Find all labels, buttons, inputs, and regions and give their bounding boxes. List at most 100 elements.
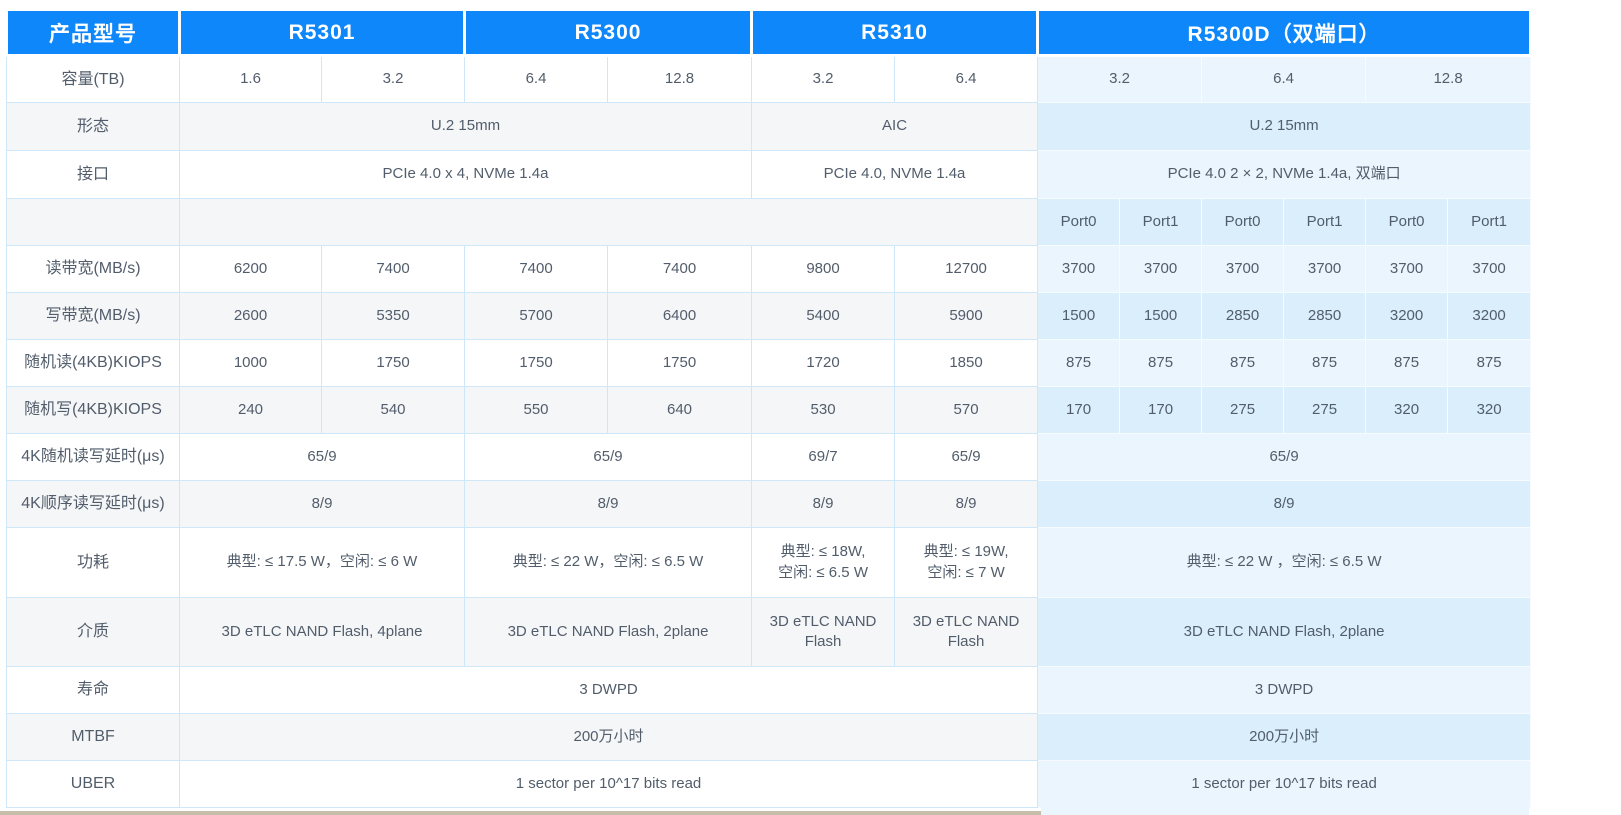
read-bw-cell: 3700 [1283, 245, 1367, 293]
rand-read-cell: 1000 [179, 339, 322, 387]
media-cell: 3D eTLC NAND Flash [751, 597, 896, 667]
rand-write-cell: 640 [607, 386, 753, 434]
rand-write-cell: 570 [894, 386, 1039, 434]
rand-write-cell: 550 [464, 386, 609, 434]
endurance-cell: 3 DWPD [1037, 666, 1532, 714]
form-factor-cell: AIC [751, 102, 1039, 151]
capacity-cell: 3.2 [1037, 55, 1203, 103]
write-bw-cell: 2600 [179, 292, 322, 340]
row-label-write-bw: 写带宽(MB/s) [6, 292, 180, 340]
port-header-cell: Port0 [1201, 198, 1285, 246]
read-bw-cell: 3700 [1447, 245, 1532, 293]
rand-read-cell: 1850 [894, 339, 1039, 387]
rand-read-cell: 875 [1201, 339, 1285, 387]
read-bw-cell: 7400 [607, 245, 753, 293]
header-product-col: 产品型号 [5, 8, 181, 57]
dual-port-column-bottom-extension [1041, 806, 1529, 815]
seq-latency-cell: 8/9 [1037, 480, 1532, 528]
write-bw-cell: 5400 [751, 292, 896, 340]
media-cell: 3D eTLC NAND Flash, 4plane [178, 597, 466, 667]
header-model-r5300: R5300 [463, 8, 754, 57]
port-header-cell: Port0 [1365, 198, 1449, 246]
row-label-rand-write: 随机写(4KB)KIOPS [6, 386, 180, 434]
seq-latency-cell: 8/9 [464, 480, 753, 528]
product-spec-table: 产品型号 R5301 R5300 R5310 R5300D（双端口） 容量(TB… [5, 8, 1533, 808]
row-label-rand-latency: 4K随机读写延时(μs) [6, 433, 180, 481]
interface-cell: PCIe 4.0 x 4, NVMe 1.4a [178, 150, 753, 199]
uber-cell: 1 sector per 10^17 bits read [178, 760, 1039, 808]
media-row: 介质 3D eTLC NAND Flash, 4plane 3D eTLC NA… [6, 597, 1532, 667]
uber-row: UBER 1 sector per 10^17 bits read 1 sect… [6, 760, 1532, 808]
write-bw-cell: 2850 [1283, 292, 1367, 340]
rand-write-cell: 320 [1447, 386, 1532, 434]
rand-read-row: 随机读(4KB)KIOPS 1000 1750 1750 1750 1720 1… [6, 339, 1532, 387]
capacity-cell: 6.4 [464, 55, 609, 103]
row-label-mtbf: MTBF [6, 713, 180, 761]
row-label-media: 介质 [6, 597, 180, 667]
read-bw-cell: 3700 [1365, 245, 1449, 293]
rand-read-cell: 875 [1365, 339, 1449, 387]
rand-write-cell: 275 [1201, 386, 1285, 434]
header-model-r5310: R5310 [750, 8, 1040, 57]
row-label-rand-read: 随机读(4KB)KIOPS [6, 339, 180, 387]
write-bw-cell: 1500 [1119, 292, 1203, 340]
rand-latency-row: 4K随机读写延时(μs) 65/9 65/9 69/7 65/9 65/9 [6, 433, 1532, 481]
capacity-row: 容量(TB) 1.6 3.2 6.4 12.8 3.2 6.4 3.2 6.4 … [6, 55, 1532, 103]
rand-read-cell: 1720 [751, 339, 896, 387]
row-label-seq-latency: 4K顺序读写延时(μs) [6, 480, 180, 528]
rand-read-cell: 875 [1283, 339, 1367, 387]
read-bw-cell: 7400 [464, 245, 609, 293]
read-bw-cell: 6200 [179, 245, 322, 293]
seq-latency-row: 4K顺序读写延时(μs) 8/9 8/9 8/9 8/9 8/9 [6, 480, 1532, 528]
port-row-label-empty [6, 198, 180, 246]
capacity-cell: 12.8 [607, 55, 753, 103]
read-bw-cell: 9800 [751, 245, 896, 293]
capacity-cell: 3.2 [751, 55, 896, 103]
write-bw-cell: 5700 [464, 292, 609, 340]
form-factor-row: 形态 U.2 15mm AIC U.2 15mm [6, 102, 1532, 151]
power-cell: 典型: ≤ 17.5 W，空闲: ≤ 6 W [178, 527, 466, 598]
media-cell: 3D eTLC NAND Flash, 2plane [1037, 597, 1532, 667]
interface-cell: PCIe 4.0 2 × 2, NVMe 1.4a, 双端口 [1037, 150, 1532, 199]
rand-read-cell: 875 [1119, 339, 1203, 387]
seq-latency-cell: 8/9 [894, 480, 1039, 528]
read-bw-cell: 3700 [1037, 245, 1121, 293]
write-bw-cell: 6400 [607, 292, 753, 340]
endurance-row: 寿命 3 DWPD 3 DWPD [6, 666, 1532, 714]
port-header-cell: Port1 [1119, 198, 1203, 246]
power-row: 功耗 典型: ≤ 17.5 W，空闲: ≤ 6 W 典型: ≤ 22 W，空闲:… [6, 527, 1532, 598]
read-bw-cell: 12700 [894, 245, 1039, 293]
form-factor-cell: U.2 15mm [178, 102, 753, 151]
uber-cell: 1 sector per 10^17 bits read [1037, 760, 1532, 808]
seq-latency-cell: 8/9 [178, 480, 466, 528]
rand-write-cell: 240 [179, 386, 322, 434]
media-cell: 3D eTLC NAND Flash, 2plane [464, 597, 753, 667]
port-header-cell: Port1 [1283, 198, 1367, 246]
mtbf-cell: 200万小时 [178, 713, 1039, 761]
media-cell: 3D eTLC NAND Flash [894, 597, 1039, 667]
rand-read-cell: 1750 [320, 339, 466, 387]
read-bw-cell: 7400 [320, 245, 466, 293]
read-bw-cell: 3700 [1201, 245, 1285, 293]
rand-write-cell: 170 [1119, 386, 1203, 434]
capacity-cell: 12.8 [1365, 55, 1532, 103]
seq-latency-cell: 8/9 [751, 480, 896, 528]
form-factor-cell: U.2 15mm [1037, 102, 1532, 151]
rand-latency-cell: 65/9 [178, 433, 466, 481]
row-label-endurance: 寿命 [6, 666, 180, 714]
row-label-form-factor: 形态 [6, 102, 180, 151]
rand-latency-cell: 69/7 [751, 433, 896, 481]
write-bw-cell: 3200 [1365, 292, 1449, 340]
write-bw-row: 写带宽(MB/s) 2600 5350 5700 6400 5400 5900 … [6, 292, 1532, 340]
write-bw-cell: 5350 [320, 292, 466, 340]
interface-row: 接口 PCIe 4.0 x 4, NVMe 1.4a PCIe 4.0, NVM… [6, 150, 1532, 199]
rand-write-cell: 170 [1037, 386, 1121, 434]
rand-latency-cell: 65/9 [464, 433, 753, 481]
capacity-cell: 3.2 [320, 55, 466, 103]
port-header-cell: Port0 [1037, 198, 1121, 246]
mtbf-cell: 200万小时 [1037, 713, 1532, 761]
endurance-cell: 3 DWPD [178, 666, 1039, 714]
capacity-cell: 6.4 [1201, 55, 1367, 103]
rand-write-row: 随机写(4KB)KIOPS 240 540 550 640 530 570 17… [6, 386, 1532, 434]
